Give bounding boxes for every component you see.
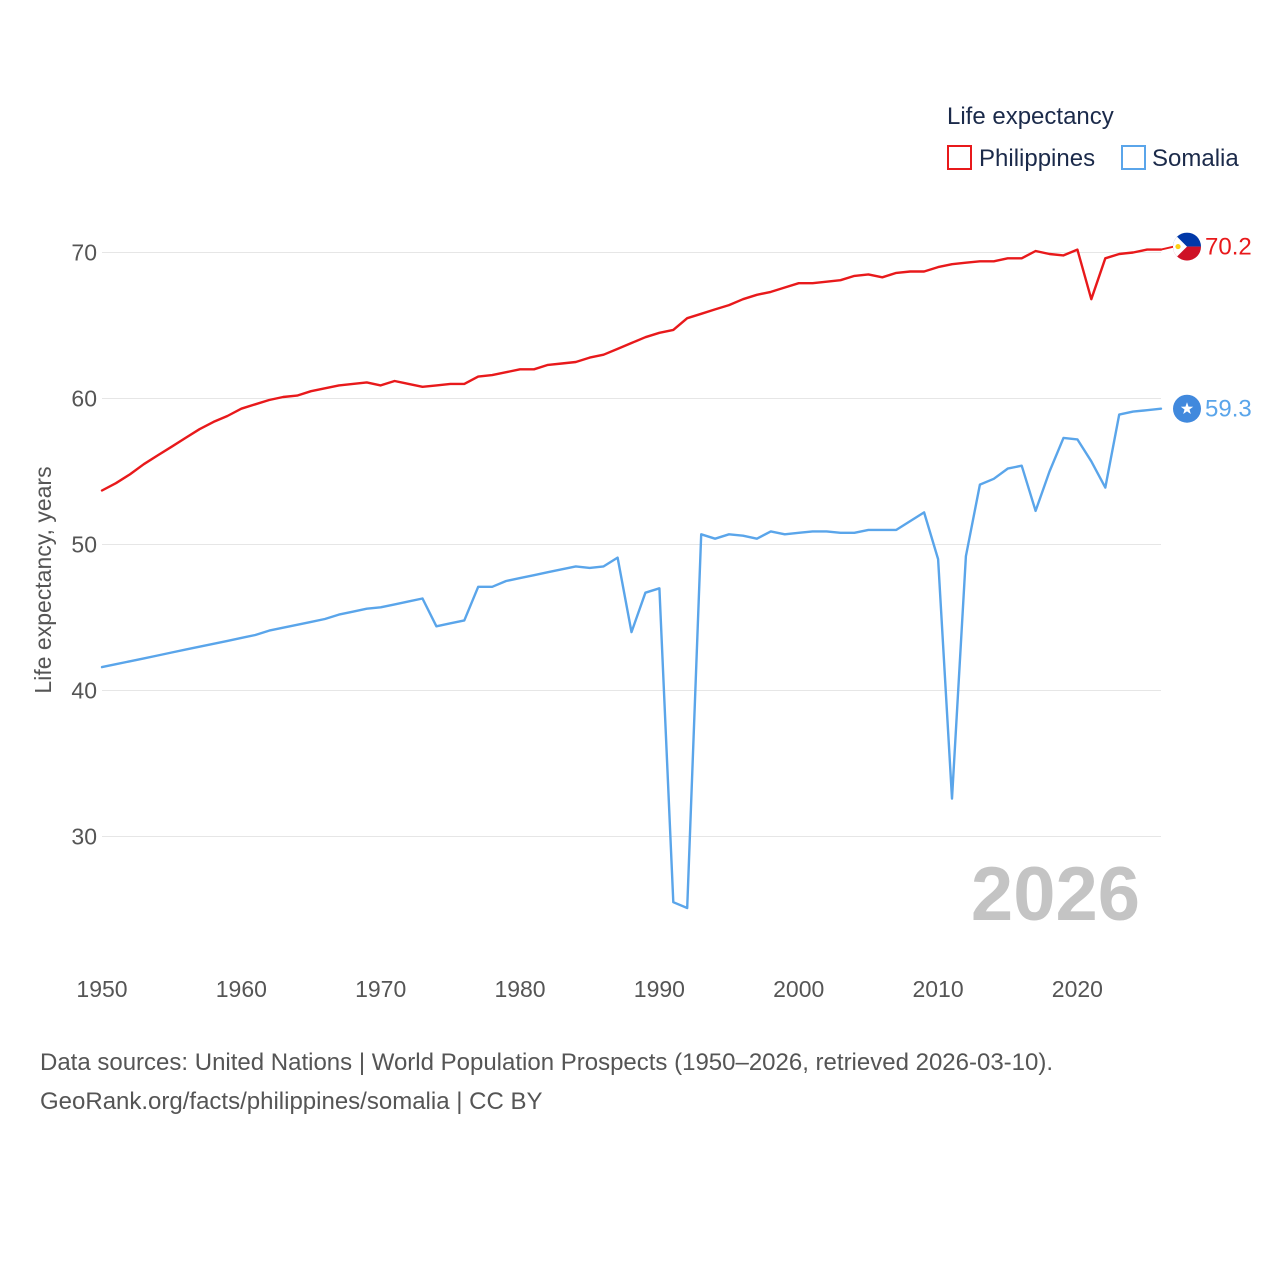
source-link[interactable]: GeoRank.org/facts/philippines/somalia | … <box>40 1088 543 1115</box>
philippines-flag-icon <box>1173 232 1201 261</box>
grid-lines <box>102 252 1161 837</box>
somalia-flag-icon <box>1173 394 1201 423</box>
y-axis-ticks: 30 40 50 60 70 <box>71 240 97 850</box>
source-text: Data sources: United Nations | World Pop… <box>40 1049 1054 1076</box>
y-tick-label-30: 30 <box>71 824 97 850</box>
end-label-somalia: 59.3 <box>1205 396 1252 423</box>
legend-swatch-philippines <box>947 145 972 170</box>
series-line-somalia <box>100 407 1163 910</box>
x-tick-label-1950: 1950 <box>76 976 127 1002</box>
y-tick-label-70: 70 <box>71 240 97 266</box>
x-tick-label-1990: 1990 <box>634 976 685 1002</box>
series-end-markers: 70.2 59.3 <box>1160 232 1252 423</box>
x-axis-ticks: 1950 1960 1970 1980 1990 2000 2010 2020 <box>76 976 1103 1002</box>
series-line-philippines <box>100 248 1163 492</box>
y-axis-title: Life expectancy, years <box>30 466 56 693</box>
y-tick-label-40: 40 <box>71 678 97 704</box>
x-tick-label-1960: 1960 <box>216 976 267 1002</box>
legend: Life expectancy Philippines Somalia <box>947 103 1239 172</box>
legend-swatch-somalia <box>1121 145 1146 170</box>
x-tick-label-2000: 2000 <box>773 976 824 1002</box>
legend-label-philippines: Philippines <box>979 145 1095 172</box>
legend-title: Life expectancy <box>947 103 1114 130</box>
x-tick-label-1970: 1970 <box>355 976 406 1002</box>
end-label-philippines: 70.2 <box>1205 234 1252 261</box>
x-tick-label-1980: 1980 <box>494 976 545 1002</box>
series-lines <box>100 248 1163 910</box>
y-tick-label-60: 60 <box>71 386 97 412</box>
y-tick-label-50: 50 <box>71 532 97 558</box>
year-watermark: 2026 <box>971 852 1140 937</box>
x-tick-label-2020: 2020 <box>1052 976 1103 1002</box>
x-tick-label-2010: 2010 <box>912 976 963 1002</box>
footer-sources: Data sources: United Nations | World Pop… <box>40 1043 1240 1121</box>
philippines-connector <box>1160 245 1175 251</box>
legend-label-somalia: Somalia <box>1152 145 1239 172</box>
